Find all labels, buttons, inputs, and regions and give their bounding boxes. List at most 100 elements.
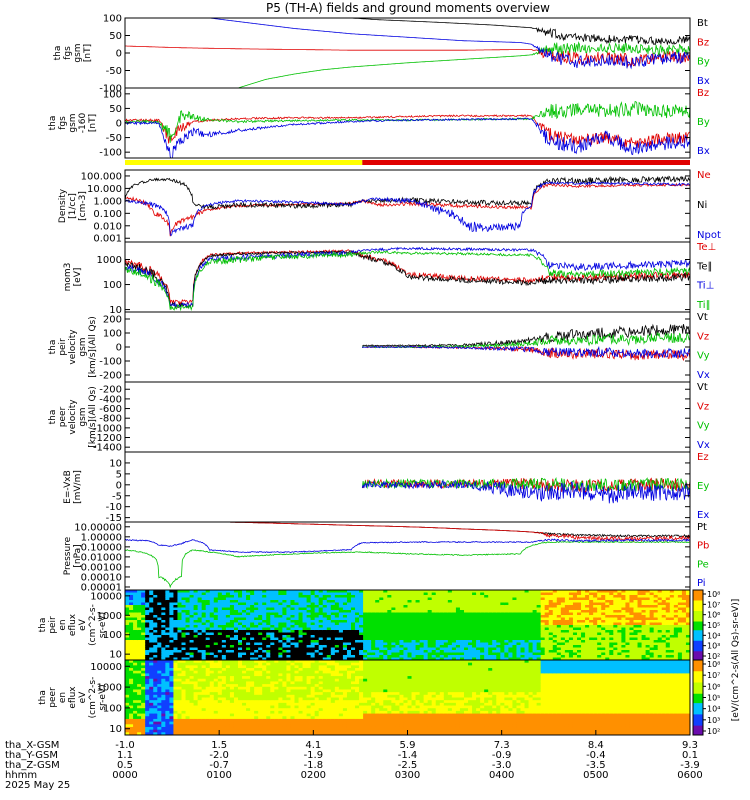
ytick-label: 100 [103, 89, 122, 100]
x-axis-row-label: tha_X-GSM [5, 740, 59, 751]
panel-4: 1000 100 10 Te⊥ Te∥ Ti⊥ Ti∥ mom3 [eV] [63, 241, 716, 316]
panel-2: 100 50 0 -50 -100 Bz By Bx tha fgs gsm -160 [nT] [48, 87, 710, 159]
ytick-label: 100 [103, 703, 122, 714]
ytick-label: -100 [99, 357, 122, 368]
legend-entry: Vt [697, 382, 708, 393]
x-axis-value: 1.5 [211, 740, 227, 751]
legend-entry: Ey [697, 481, 709, 492]
legend-entry: Te∥ [696, 261, 713, 272]
y-axis-label: [mV/m] [73, 470, 83, 504]
y-axis-label: [nPa] [73, 544, 83, 567]
y-axis-label: [nT] [88, 114, 98, 132]
ytick-label: 0.010 [93, 221, 122, 232]
y-axis-label: E=-VxB [63, 470, 73, 504]
x-axis-value: -3.0 [492, 760, 512, 771]
x-axis-value: 0100 [206, 770, 231, 781]
x-axis-value: 1.1 [117, 750, 133, 761]
legend-entry: Vy [697, 351, 710, 362]
y-axis-label: sr-eV) [98, 612, 108, 638]
series-5-1 [362, 323, 690, 348]
y-axis-label: fgs [58, 116, 68, 130]
ytick-label: 0.100 [93, 209, 122, 220]
panel-frame [124, 17, 691, 89]
x-axis-row-label: tha_Y-GSM [5, 750, 58, 761]
ytick-label: -200 [99, 385, 122, 396]
ytick-label: -1400 [93, 443, 122, 454]
x-axis-value: 0600 [677, 770, 702, 781]
ytick-label: 0.10000 [81, 542, 122, 553]
colorbar-tick: 10⁸ [707, 590, 720, 599]
legend-entry: Vz [697, 401, 709, 412]
ytick-label: 10 [109, 305, 122, 316]
y-axis-label: [km/s](All Qs) [88, 316, 98, 378]
x-axis-value: 0500 [583, 770, 608, 781]
ytick-label: -50 [106, 133, 122, 144]
ytick-label: -5 [112, 491, 122, 502]
ytick-label: 50 [109, 31, 122, 42]
y-axis-label: [km/s](All Qs) [88, 386, 98, 448]
colorbar-tick: 10⁷ [707, 671, 720, 680]
legend-entry: Ex [697, 510, 709, 521]
ytick-label: -15 [106, 513, 122, 524]
ytick-label: 10.00000 [74, 522, 122, 533]
y-axis-label: eflux [68, 613, 78, 636]
panel-3: 100.000 10.0001.000 0.1000.010 0.001 Ne Ni Npo… [58, 169, 721, 245]
x-axis-value: 0200 [301, 770, 326, 781]
x-axis-value: -1.9 [304, 750, 324, 761]
x-axis-value: 0300 [395, 770, 420, 781]
ytick-label: 50 [109, 104, 122, 115]
series-1-3 [237, 41, 690, 88]
ytick-label: 1.00000 [81, 532, 122, 543]
chart-title: P5 (TH-A) fields and ground moments over… [266, 1, 550, 15]
y-axis-label: tha [38, 690, 48, 705]
series-5-4 [361, 345, 690, 359]
legend-entry: Vt [697, 312, 708, 323]
colorbar-label: [eV/(cm^2-s(All Qs)-sr-eV)] [731, 599, 741, 722]
legend-entry: Ne [697, 170, 711, 181]
ytick-label: -600 [99, 404, 122, 415]
y-axis-label: en [58, 692, 68, 703]
x-axis-value: 0000 [112, 770, 137, 781]
ytick-label: 100.000 [81, 171, 122, 182]
colorbar-tick: 10³ [707, 716, 720, 725]
series-5-2 [362, 345, 690, 362]
ytick-label: 10.000 [87, 184, 122, 195]
y-axis-label: peer [48, 687, 58, 708]
ytick-label: 5 [116, 469, 122, 480]
legend-entry: Npot [697, 230, 721, 241]
x-axis-value: -0.7 [209, 760, 229, 771]
series-1-1 [125, 18, 690, 46]
series-1-4 [209, 18, 690, 70]
colorbar-tick: 10⁶ [707, 682, 720, 691]
x-axis-value: 0.1 [682, 750, 698, 761]
legend-entry: Vy [697, 421, 710, 432]
x-axis-value: -2.5 [398, 760, 418, 771]
y-axis-label: Density [58, 188, 68, 223]
series-8-3 [125, 541, 690, 589]
ytick-label: 0 [116, 49, 122, 60]
series-8-4 [125, 538, 690, 554]
y-axis-label: fgs [63, 46, 73, 60]
y-axis-label: eflux [68, 686, 78, 709]
colorbar-2: 10⁸ 10⁷ 10⁶ 10⁵ 10⁴ 10³ 10² [692, 659, 720, 736]
colorbar-tick: 10⁵ [707, 694, 720, 703]
ytick-label: -10 [106, 502, 122, 513]
legend-entry: Ez [697, 452, 709, 463]
legend-entry: Vx [697, 370, 710, 381]
series-8-2 [125, 522, 690, 543]
panel-8: 10.000001.000000.100000.010000.001000.00… [63, 521, 709, 593]
y-axis-label: -160 [78, 113, 88, 134]
x-axis-value: 7.3 [494, 740, 510, 751]
ytick-label: 0 [116, 343, 122, 354]
x-axis-value: 4.1 [305, 740, 321, 751]
date-label: 2025 May 25 [5, 780, 70, 791]
colorbar-tick: 10⁵ [707, 621, 720, 630]
series-3-3 [125, 180, 690, 237]
x-axis-value: -1.0 [115, 740, 135, 751]
panel-frame [124, 381, 691, 453]
x-axis-value: 5.9 [400, 740, 416, 751]
